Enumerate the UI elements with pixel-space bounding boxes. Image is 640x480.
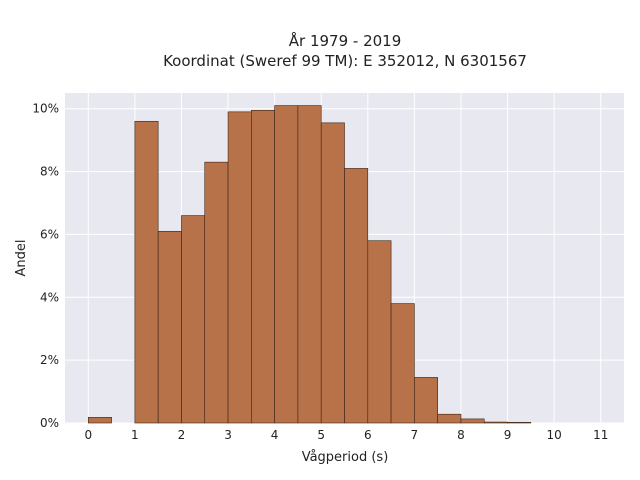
histogram-bar [483,421,508,424]
y-axis-label: Andel [14,240,29,277]
histogram-bar [390,303,415,424]
x-tick-label: 7 [411,428,419,442]
histogram-bar [227,111,252,424]
x-tick-label: 0 [84,428,92,442]
histogram-bar [204,161,229,424]
y-tick-label: 10% [32,102,59,116]
x-tick-label: 5 [317,428,325,442]
x-ticks: 0 1 2 3 4 5 6 7 8 9 10 11 [84,428,608,442]
histogram-bar [297,105,322,424]
histogram-bar [181,215,206,424]
histogram-bar [134,120,159,424]
y-tick-label: 2% [40,353,59,367]
y-tick-label: 4% [40,290,59,304]
histogram-bar [344,168,369,424]
x-tick-label: 1 [131,428,139,442]
histogram-bar [157,230,182,424]
x-tick-label: 4 [271,428,279,442]
histogram-bar [320,122,345,424]
histogram-bar [460,418,485,424]
x-axis-label: Vågperiod (s) [302,450,389,465]
x-tick-label: 9 [504,428,512,442]
x-tick-label: 8 [457,428,465,442]
x-tick-label: 2 [178,428,186,442]
y-tick-label: 6% [40,227,59,241]
y-tick-label: 0% [40,416,59,430]
x-tick-label: 10 [546,428,561,442]
histogram-bar [87,417,112,424]
y-ticks: 0% 2% 4% 6% 8% 10% [32,102,59,430]
histogram-bar [367,240,392,424]
histogram-bar [437,413,462,424]
histogram-bar [274,105,299,424]
y-tick-label: 8% [40,165,59,179]
chart-title: År 1979 - 2019 [289,31,402,50]
histogram-bar [507,422,532,424]
x-tick-label: 3 [224,428,232,442]
bars [87,105,532,424]
x-tick-label: 6 [364,428,372,442]
chart-subtitle: Koordinat (Sweref 99 TM): E 352012, N 63… [163,52,527,70]
x-tick-label: 11 [593,428,608,442]
histogram-bar [414,377,438,424]
histogram-bar [251,109,275,424]
